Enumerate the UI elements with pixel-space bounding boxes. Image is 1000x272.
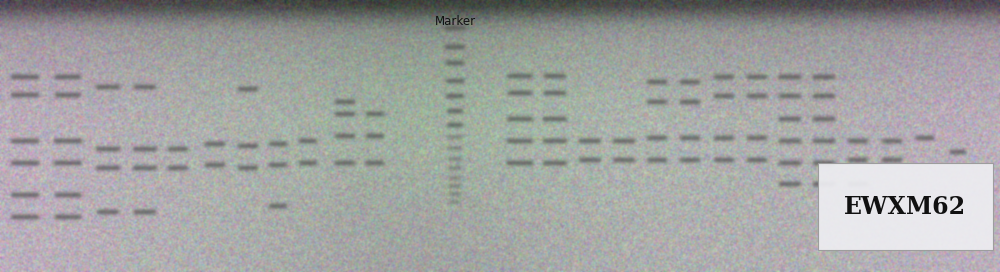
- Text: Marker: Marker: [434, 15, 476, 28]
- FancyBboxPatch shape: [818, 163, 993, 250]
- Text: EWXM62: EWXM62: [844, 195, 967, 219]
